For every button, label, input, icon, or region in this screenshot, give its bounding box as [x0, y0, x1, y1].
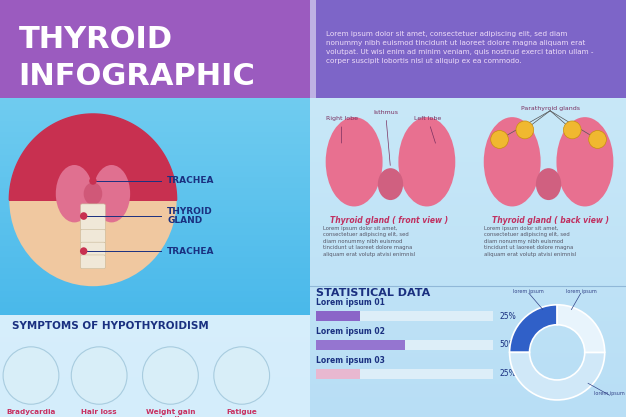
- Ellipse shape: [326, 117, 382, 206]
- Ellipse shape: [56, 165, 93, 222]
- Bar: [0, 315, 310, 417]
- Text: Lorem ipsum dolor sit amet,
consectetuer adipiscing elit, sed
diam nonummy nibh : Lorem ipsum dolor sit amet, consectetuer…: [484, 226, 576, 257]
- Circle shape: [9, 114, 177, 286]
- Circle shape: [563, 121, 581, 139]
- FancyBboxPatch shape: [81, 217, 105, 230]
- Wedge shape: [510, 352, 605, 400]
- Text: THYROID
GLAND: THYROID GLAND: [167, 207, 213, 225]
- Text: Left lobe: Left lobe: [414, 116, 441, 143]
- Ellipse shape: [398, 117, 455, 206]
- Circle shape: [80, 247, 88, 255]
- Ellipse shape: [557, 117, 613, 206]
- Text: Fatigue: Fatigue: [227, 409, 257, 415]
- Text: Lorem ipsum dolor sit amet,
consectetuer adipiscing elit, sed
diam nonummy nibh : Lorem ipsum dolor sit amet, consectetuer…: [322, 226, 415, 257]
- Text: Weight gain
obesity: Weight gain obesity: [146, 409, 195, 417]
- Text: STATISTICAL DATA: STATISTICAL DATA: [316, 288, 431, 298]
- Text: lorem ipsum: lorem ipsum: [513, 289, 544, 294]
- Ellipse shape: [93, 165, 130, 222]
- Text: Lorem ipsum 02: Lorem ipsum 02: [316, 327, 385, 336]
- Text: THYROID: THYROID: [19, 25, 173, 54]
- Text: INFOGRAPHIC: INFOGRAPHIC: [19, 62, 255, 91]
- Ellipse shape: [84, 183, 102, 205]
- Circle shape: [516, 121, 534, 139]
- Bar: [316, 311, 361, 321]
- Ellipse shape: [484, 117, 541, 206]
- Text: lorem ipsum: lorem ipsum: [565, 289, 597, 294]
- Bar: [316, 340, 405, 350]
- Text: lorem ipsum: lorem ipsum: [594, 391, 625, 396]
- Bar: [316, 369, 361, 379]
- Circle shape: [3, 347, 59, 404]
- Text: Lorem ipsum dolor sit amet, consectetuer adipiscing elit, sed diam
nonummy nibh : Lorem ipsum dolor sit amet, consectetuer…: [326, 30, 593, 63]
- Text: 25%: 25%: [500, 369, 516, 378]
- Circle shape: [90, 177, 96, 185]
- Bar: [316, 369, 493, 379]
- Text: Lorem ipsum 03: Lorem ipsum 03: [316, 356, 385, 365]
- Ellipse shape: [378, 168, 403, 200]
- Circle shape: [588, 131, 607, 148]
- Text: TRACHEA: TRACHEA: [167, 176, 215, 186]
- Text: Thyroid gland ( front view ): Thyroid gland ( front view ): [330, 216, 448, 225]
- Text: 50%: 50%: [500, 340, 516, 349]
- Text: Bradycardia: Bradycardia: [6, 409, 56, 415]
- Text: Isthmus: Isthmus: [373, 110, 398, 166]
- FancyBboxPatch shape: [81, 255, 105, 269]
- Bar: [316, 311, 493, 321]
- FancyBboxPatch shape: [81, 242, 105, 256]
- Text: Parathyroid glands: Parathyroid glands: [521, 106, 580, 111]
- Circle shape: [71, 347, 127, 404]
- Circle shape: [143, 347, 198, 404]
- Circle shape: [491, 131, 508, 148]
- Text: 25%: 25%: [500, 311, 516, 321]
- Bar: [316, 340, 493, 350]
- Wedge shape: [510, 305, 557, 352]
- FancyBboxPatch shape: [81, 229, 105, 243]
- Text: SYMPTOMS OF HYPOTHYROIDISM: SYMPTOMS OF HYPOTHYROIDISM: [13, 321, 209, 331]
- Wedge shape: [557, 305, 605, 352]
- Text: TRACHEA: TRACHEA: [167, 246, 215, 256]
- Polygon shape: [9, 114, 177, 200]
- Text: Thyroid gland ( back view ): Thyroid gland ( back view ): [491, 216, 608, 225]
- Circle shape: [214, 347, 270, 404]
- Text: Lorem ipsum 01: Lorem ipsum 01: [316, 298, 385, 307]
- Text: Hair loss: Hair loss: [81, 409, 117, 415]
- Ellipse shape: [536, 168, 561, 200]
- Circle shape: [80, 212, 88, 220]
- FancyBboxPatch shape: [81, 204, 105, 218]
- Text: Right lobe: Right lobe: [326, 116, 357, 143]
- Bar: [310, 0, 316, 98]
